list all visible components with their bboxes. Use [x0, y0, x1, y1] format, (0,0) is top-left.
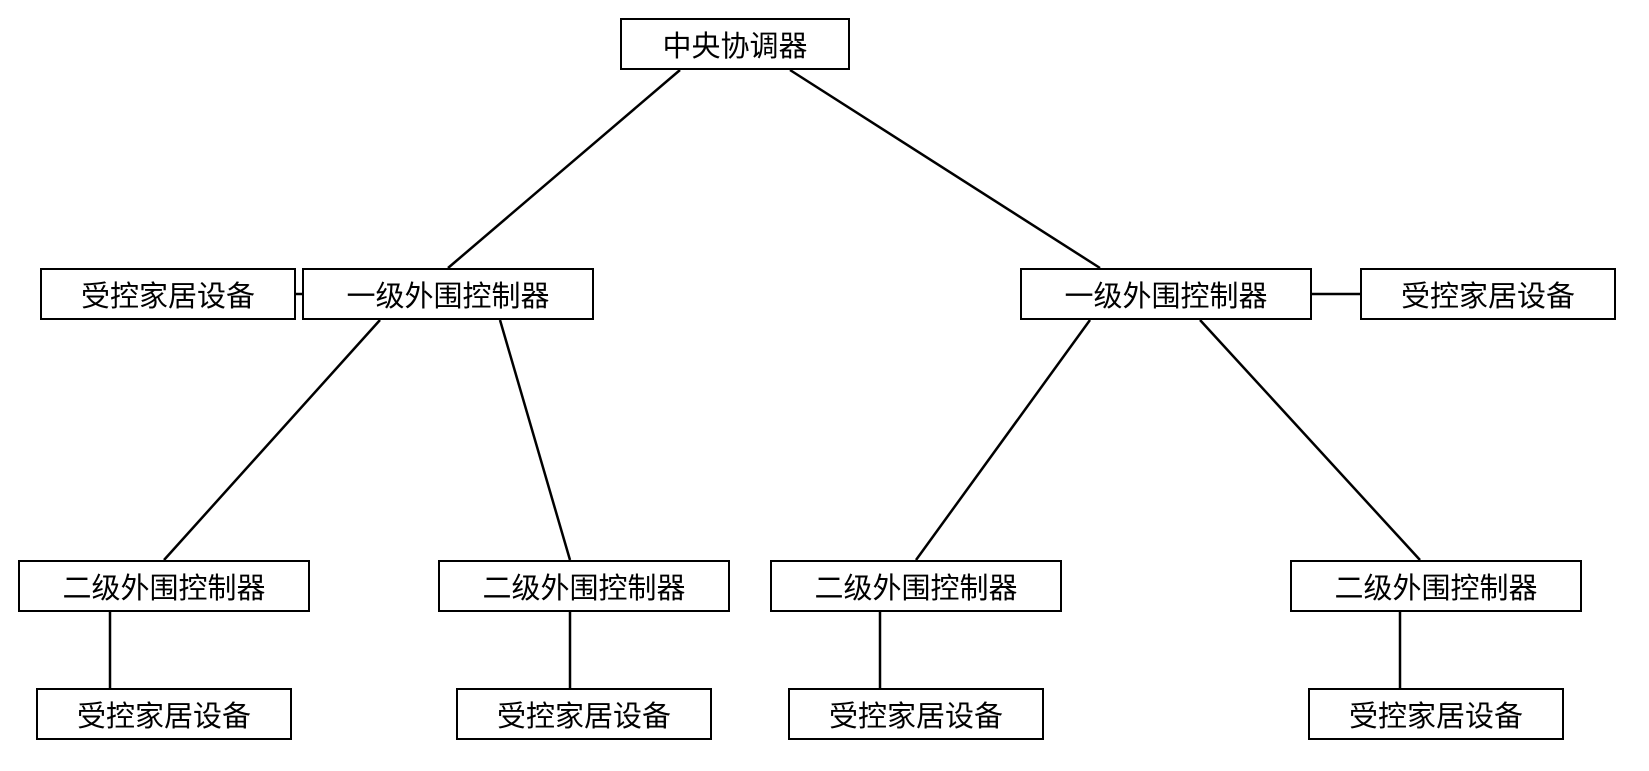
node-label: 一级外围控制器	[1064, 273, 1267, 315]
edge	[448, 70, 680, 268]
node-controlled-device-c: 受控家居设备	[788, 688, 1044, 740]
node-label: 二级外围控制器	[482, 565, 685, 607]
node-root: 中央协调器	[620, 18, 850, 70]
node-label: 受控家居设备	[829, 693, 1003, 735]
node-controlled-device-right: 受控家居设备	[1360, 268, 1616, 320]
node-label: 一级外围控制器	[346, 273, 549, 315]
edge	[500, 320, 570, 560]
node-level1-controller-a: 一级外围控制器	[302, 268, 594, 320]
node-level2-controller-b: 二级外围控制器	[438, 560, 730, 612]
node-controlled-device-left: 受控家居设备	[40, 268, 296, 320]
node-level2-controller-a: 二级外围控制器	[18, 560, 310, 612]
node-label: 受控家居设备	[77, 693, 251, 735]
node-label: 中央协调器	[662, 23, 807, 65]
node-controlled-device-d: 受控家居设备	[1308, 688, 1564, 740]
node-label: 二级外围控制器	[1334, 565, 1537, 607]
node-label: 二级外围控制器	[814, 565, 1017, 607]
edge	[916, 320, 1090, 560]
node-controlled-device-b: 受控家居设备	[456, 688, 712, 740]
node-label: 受控家居设备	[81, 273, 255, 315]
node-label: 二级外围控制器	[62, 565, 265, 607]
node-level2-controller-c: 二级外围控制器	[770, 560, 1062, 612]
edge	[164, 320, 380, 560]
node-label: 受控家居设备	[1349, 693, 1523, 735]
node-level2-controller-d: 二级外围控制器	[1290, 560, 1582, 612]
node-controlled-device-a: 受控家居设备	[36, 688, 292, 740]
edge	[1200, 320, 1420, 560]
node-level1-controller-b: 一级外围控制器	[1020, 268, 1312, 320]
diagram-edges	[0, 0, 1649, 771]
node-label: 受控家居设备	[1401, 273, 1575, 315]
edge	[790, 70, 1100, 268]
node-label: 受控家居设备	[497, 693, 671, 735]
